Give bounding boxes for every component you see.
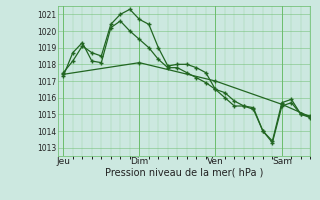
X-axis label: Pression niveau de la mer( hPa ): Pression niveau de la mer( hPa ) (105, 168, 263, 178)
